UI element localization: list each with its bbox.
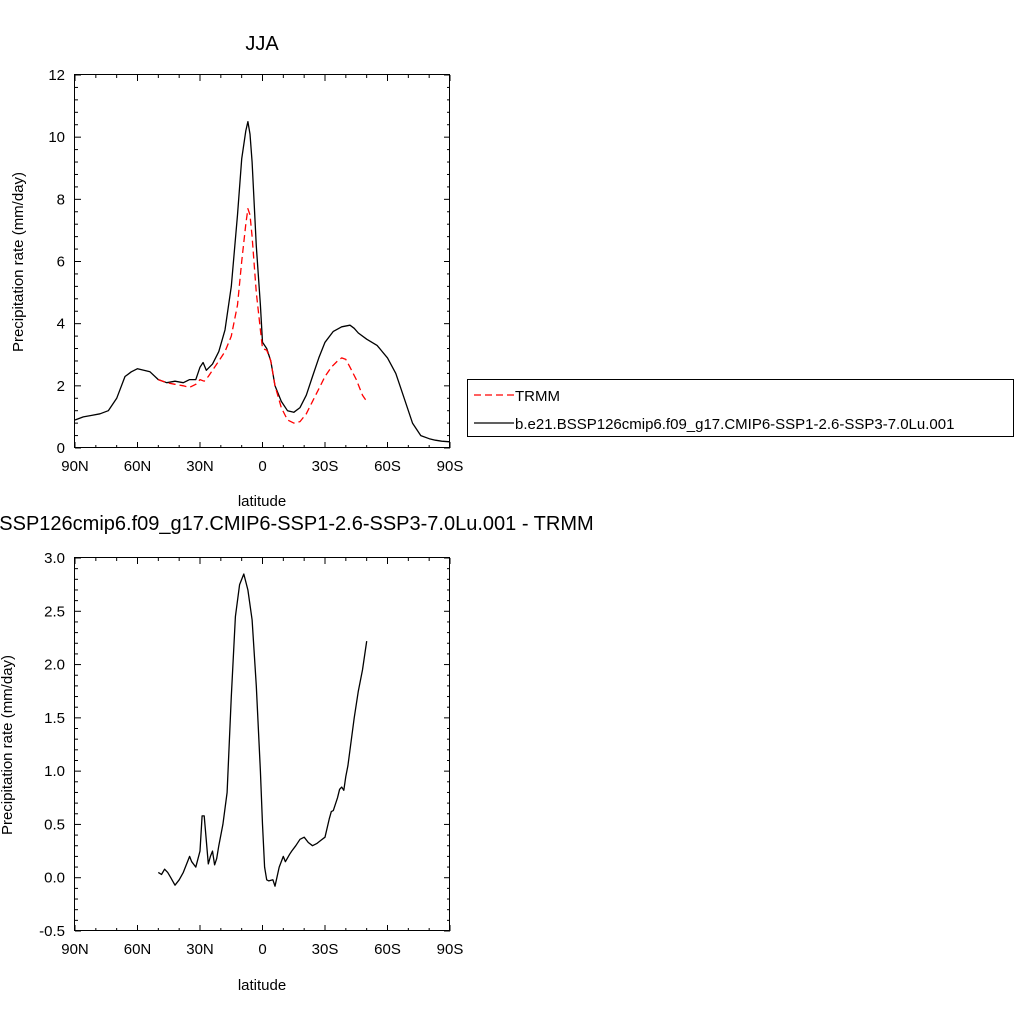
- x-tick-label: 60S: [374, 458, 401, 475]
- legend-box: [467, 379, 1014, 437]
- top-panel: JJA Precipitation rate (mm/day) latitude…: [10, 33, 463, 510]
- y-tick-label: 4: [57, 316, 65, 333]
- top-y-axis-label: Precipitation rate (mm/day): [10, 172, 27, 352]
- y-tick-label: 0: [57, 440, 65, 457]
- x-tick-label: 90N: [61, 941, 89, 958]
- x-tick-label: 60N: [124, 458, 152, 475]
- bottom-axes: 90N 60N 30N 0 30S 60S 90S -0.5 0.0 0.5 1.0 1.5 2.0 2.…: [39, 550, 463, 958]
- y-tick-label: 1.5: [44, 710, 65, 727]
- y-tick-label: 2.0: [44, 657, 65, 674]
- x-tick-label: 90N: [61, 458, 89, 475]
- x-tick-label: 30N: [186, 941, 214, 958]
- top-x-axis-label: latitude: [238, 493, 286, 510]
- y-tick-label: 10: [48, 129, 65, 146]
- bottom-x-axis-label: latitude: [238, 977, 286, 994]
- x-tick-label: 0: [258, 941, 266, 958]
- top-axes: 90N 60N 30N 0 30S 60S 90S 0 2 4 6 8 10 12: [48, 67, 463, 475]
- y-tick-label: 8: [57, 191, 65, 208]
- model-series-line: [74, 120, 451, 443]
- x-tick-label: 30S: [312, 458, 339, 475]
- top-chart-title: JJA: [245, 33, 279, 55]
- top-plot-frame: [74, 74, 450, 448]
- x-tick-label: 60N: [124, 941, 152, 958]
- legend-label-trmm: TRMM: [515, 388, 560, 405]
- x-tick-label: 30N: [186, 458, 214, 475]
- y-tick-label: 2: [57, 378, 65, 395]
- x-tick-label: 0: [258, 458, 266, 475]
- y-tick-label: 6: [57, 254, 65, 271]
- y-tick-label: 0.0: [44, 870, 65, 887]
- x-tick-label: 60S: [374, 941, 401, 958]
- x-tick-label: 90S: [437, 458, 464, 475]
- legend-label-model: b.e21.BSSP126cmip6.f09_g17.CMIP6-SSP1-2.…: [515, 416, 954, 433]
- trmm-series-line: [158, 208, 368, 424]
- legend: TRMM b.e21.BSSP126cmip6.f09_g17.CMIP6-SS…: [467, 379, 1014, 437]
- y-tick-label: 2.5: [44, 603, 65, 620]
- x-tick-label: 90S: [437, 941, 464, 958]
- y-tick-label: 3.0: [44, 550, 65, 567]
- y-tick-label: 12: [48, 67, 65, 84]
- top-series: [74, 120, 451, 443]
- model-series-line: [157, 573, 368, 887]
- y-tick-label: 0.5: [44, 816, 65, 833]
- y-tick-label: 1.0: [44, 763, 65, 780]
- x-tick-label: 30S: [312, 941, 339, 958]
- bottom-chart-title: b.e21.BSSP126cmip6.f09_g17.CMIP6-SSP1-2.…: [0, 513, 594, 535]
- y-tick-label: -0.5: [39, 923, 65, 940]
- bottom-panel: b.e21.BSSP126cmip6.f09_g17.CMIP6-SSP1-2.…: [0, 513, 594, 994]
- bottom-plot-frame: [74, 557, 450, 931]
- bottom-y-axis-label: Precipitation rate (mm/day): [0, 655, 16, 835]
- bottom-series: [157, 573, 368, 887]
